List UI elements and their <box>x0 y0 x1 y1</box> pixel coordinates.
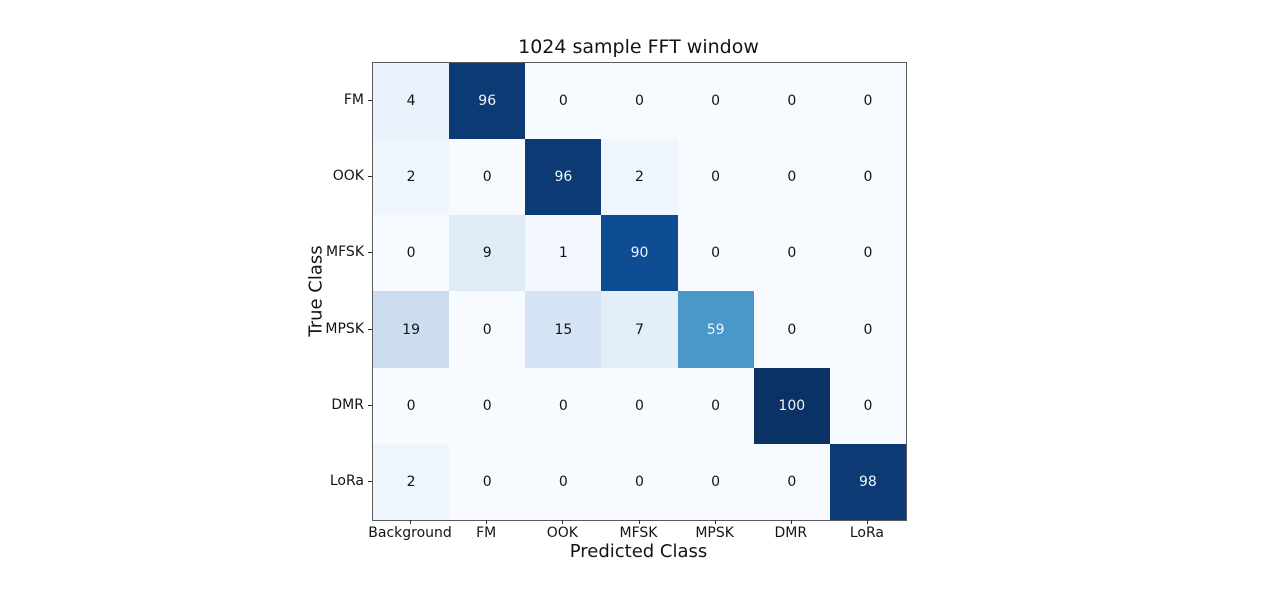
heatmap-plot: 4 96 0 0 0 0 0 2 0 96 2 0 0 0 0 9 1 90 0 0 0 19 0 15 7 59 0 0 0 0 0 0 0 1… <box>372 62 907 521</box>
heatmap-cell-OOK-LoRa: 0 <box>829 139 906 216</box>
heatmap-cell-DMR-MFSK: 0 <box>601 367 678 444</box>
x-tick-label-MPSK: MPSK <box>695 525 734 541</box>
x-tick-mark <box>486 520 488 524</box>
heatmap-cell-DMR-FM: 0 <box>449 367 526 444</box>
heatmap-cell-FM-MFSK: 0 <box>601 63 678 140</box>
heatmap-cell-MPSK-OOK: 15 <box>525 291 602 368</box>
heatmap-cell-MFSK-FM: 9 <box>449 215 526 292</box>
heatmap-cell-OOK-OOK: 96 <box>525 139 602 216</box>
heatmap-cell-MFSK-MFSK: 90 <box>601 215 678 292</box>
heatmap-cell-OOK-Background: 2 <box>373 139 450 216</box>
x-tick-mark <box>866 520 868 524</box>
heatmap-cell-FM-Background: 4 <box>373 63 450 140</box>
x-tick-label-LoRa: LoRa <box>849 525 884 541</box>
heatmap-cell-MFSK-MPSK: 0 <box>677 215 754 292</box>
heatmap-cell-DMR-Background: 0 <box>373 367 450 444</box>
heatmap-cell-FM-FM: 96 <box>449 63 526 140</box>
y-tick-mark <box>368 480 372 482</box>
heatmap-cell-LoRa-FM: 0 <box>449 443 526 520</box>
heatmap-cell-LoRa-DMR: 0 <box>753 443 830 520</box>
x-tick-mark <box>410 520 412 524</box>
heatmap-cell-MFSK-Background: 0 <box>373 215 450 292</box>
heatmap-cell-FM-DMR: 0 <box>753 63 830 140</box>
y-tick-label-LoRa: LoRa <box>329 472 364 489</box>
x-tick-label-MFSK: MFSK <box>619 525 658 541</box>
heatmap-cell-MPSK-Background: 19 <box>373 291 450 368</box>
heatmap-cell-MFSK-LoRa: 0 <box>829 215 906 292</box>
y-tick-mark <box>368 176 372 178</box>
y-tick-label-MFSK: MFSK <box>326 244 364 261</box>
y-tick-label-FM: FM <box>343 92 364 109</box>
heatmap-cell-MPSK-DMR: 0 <box>753 291 830 368</box>
heatmap-cell-FM-MPSK: 0 <box>677 63 754 140</box>
heatmap-cell-OOK-MPSK: 0 <box>677 139 754 216</box>
heatmap-cell-OOK-FM: 0 <box>449 139 526 216</box>
y-tick-mark <box>368 404 372 406</box>
x-tick-label-FM: FM <box>476 525 497 541</box>
x-tick-label-DMR: DMR <box>774 525 808 541</box>
heatmap-cell-LoRa-MFSK: 0 <box>601 443 678 520</box>
y-tick-label-OOK: OOK <box>332 168 364 185</box>
y-axis-label: True Class <box>305 245 327 337</box>
x-tick-mark <box>714 520 716 524</box>
heatmap-cell-FM-LoRa: 0 <box>829 63 906 140</box>
y-tick-mark <box>368 252 372 254</box>
y-tick-label-DMR: DMR <box>331 396 364 413</box>
heatmap-cell-MPSK-MPSK: 59 <box>677 291 754 368</box>
y-tick-label-MPSK: MPSK <box>325 320 364 337</box>
heatmap-cell-DMR-DMR: 100 <box>753 367 830 444</box>
x-tick-label-OOK: OOK <box>546 525 578 541</box>
x-tick-mark <box>638 520 640 524</box>
heatmap-cell-FM-OOK: 0 <box>525 63 602 140</box>
heatmap-cell-LoRa-LoRa: 98 <box>829 443 906 520</box>
heatmap-cell-MFSK-OOK: 1 <box>525 215 602 292</box>
heatmap-cell-LoRa-MPSK: 0 <box>677 443 754 520</box>
heatmap-cell-OOK-DMR: 0 <box>753 139 830 216</box>
x-tick-mark <box>790 520 792 524</box>
heatmap-cell-DMR-LoRa: 0 <box>829 367 906 444</box>
heatmap-cell-MFSK-DMR: 0 <box>753 215 830 292</box>
heatmap-cell-LoRa-Background: 2 <box>373 443 450 520</box>
x-axis-label: Predicted Class <box>569 541 708 562</box>
heatmap-cell-OOK-MFSK: 2 <box>601 139 678 216</box>
heatmap-cell-DMR-MPSK: 0 <box>677 367 754 444</box>
heatmap-cell-MPSK-LoRa: 0 <box>829 291 906 368</box>
y-tick-mark <box>368 100 372 102</box>
x-tick-mark <box>562 520 564 524</box>
chart-title: 1024 sample FFT window <box>518 36 759 58</box>
heatmap-cell-LoRa-OOK: 0 <box>525 443 602 520</box>
y-tick-mark <box>368 328 372 330</box>
heatmap-cell-MPSK-FM: 0 <box>449 291 526 368</box>
heatmap-cell-DMR-OOK: 0 <box>525 367 602 444</box>
heatmap-cell-MPSK-MFSK: 7 <box>601 291 678 368</box>
x-tick-label-Background: Background <box>368 525 452 541</box>
